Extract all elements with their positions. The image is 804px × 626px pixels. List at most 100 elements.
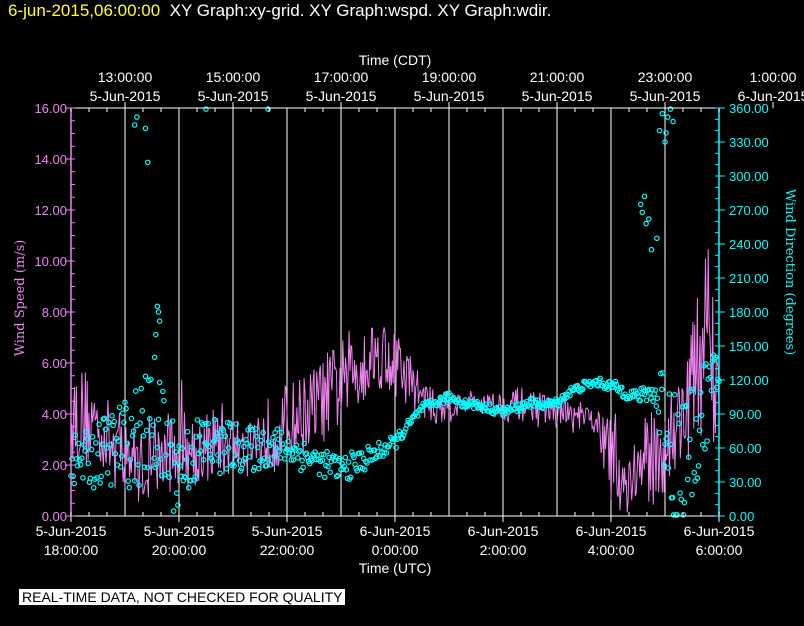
bottom-tick-date: 5-Jun-2015: [252, 523, 323, 539]
wind-direction-point: [80, 475, 86, 481]
wind-direction-point: [337, 455, 343, 462]
wind-direction-point: [83, 428, 89, 435]
wind-direction-point: [232, 452, 239, 458]
wind-direction-point: [144, 464, 151, 471]
wind-direction-point: [188, 477, 194, 484]
wind-direction-point: [181, 473, 188, 480]
right-tick-label: 150.00: [729, 339, 769, 354]
wind-direction-point: [140, 432, 147, 439]
header-timestamp: 6-jun-2015,06:00:00: [8, 1, 161, 20]
wind-direction-point: [256, 465, 262, 472]
wind-direction-point: [249, 426, 256, 433]
wind-direction-point: [246, 454, 253, 460]
wind-direction-point: [156, 379, 163, 386]
wind-direction-point: [699, 441, 706, 448]
right-tick-label: 270.00: [729, 203, 769, 218]
wind-direction-point: [127, 456, 134, 463]
wind-direction-point: [267, 461, 274, 468]
wind-direction-point: [125, 478, 132, 484]
wind-direction-point: [386, 442, 393, 448]
wind-direction-point: [239, 461, 246, 468]
wind-direction-point: [203, 420, 209, 427]
wind-direction-point: [544, 402, 551, 408]
wind-direction-point: [670, 118, 676, 125]
wind-direction-point: [200, 421, 206, 428]
wind-direction-point: [151, 455, 158, 462]
wind-direction-point: [401, 429, 408, 435]
wind-direction-point: [120, 410, 126, 416]
wind-direction-point: [364, 460, 370, 466]
wind-direction-point: [144, 159, 151, 166]
wind-direction-point: [183, 456, 190, 463]
wind-direction-point: [138, 385, 145, 392]
wind-direction-point: [243, 436, 249, 443]
wind-direction-point: [296, 449, 302, 455]
wind-direction-point: [248, 443, 255, 450]
wind-direction-point: [88, 446, 95, 453]
wind-direction-point: [681, 499, 688, 506]
wind-speed-series: [70, 249, 720, 513]
wind-direction-point: [367, 457, 374, 463]
wind-direction-point: [142, 373, 149, 380]
wind-direction-point: [630, 388, 637, 394]
wind-direction-point: [117, 464, 124, 470]
wind-direction-point: [160, 388, 166, 395]
wind-direction-point: [662, 139, 668, 145]
wind-direction-point: [297, 447, 303, 454]
bottom-tick-time: 0:00:00: [372, 542, 419, 558]
wind-direction-point: [153, 331, 159, 338]
wind-direction-point: [345, 459, 352, 465]
wind-direction-point: [637, 397, 644, 404]
top-tick-date: 5-Jun-2015: [630, 88, 701, 104]
wind-direction-point: [391, 435, 397, 442]
wind-direction-point: [260, 429, 267, 436]
wind-direction-point: [201, 456, 207, 463]
wind-direction-point: [231, 462, 237, 469]
wind-direction-point: [182, 474, 189, 481]
wind-direction-point: [77, 461, 84, 468]
wind-direction-point: [629, 393, 636, 399]
wind-direction-point: [233, 421, 240, 427]
wind-direction-point: [325, 463, 331, 470]
right-axis-title: Wind Direction (degrees): [782, 189, 797, 355]
wind-direction-point: [97, 480, 104, 486]
wind-direction-point: [154, 444, 161, 451]
wind-direction-point: [299, 457, 305, 464]
wind-direction-point: [136, 482, 142, 489]
wind-direction-point: [168, 441, 175, 448]
left-tick-label: 10.00: [34, 254, 67, 269]
wind-direction-point: [217, 470, 223, 477]
wind-direction-point: [131, 477, 138, 484]
wind-direction-point: [654, 395, 661, 402]
wind-direction-point: [143, 427, 150, 434]
wind-direction-point: [450, 394, 457, 401]
bottom-tick-time: 6:00:00: [696, 542, 743, 558]
wind-direction-point: [462, 397, 469, 403]
wind-direction-point: [119, 453, 125, 459]
wind-direction-point: [171, 459, 178, 466]
right-tick-label: 90.00: [729, 407, 762, 422]
wind-direction-point: [351, 454, 357, 461]
wind-direction-point: [664, 430, 671, 437]
wind-direction-point: [258, 437, 264, 444]
wind-direction-point: [236, 457, 243, 464]
wind-direction-series: [68, 106, 722, 518]
wind-direction-point: [101, 415, 108, 422]
wind-direction-point: [419, 407, 425, 414]
wind-direction-point: [288, 457, 295, 463]
wind-direction-point: [289, 451, 296, 457]
left-tick-label: 14.00: [34, 152, 67, 167]
wind-direction-point: [652, 387, 659, 393]
quality-disclaimer: REAL-TIME DATA, NOT CHECKED FOR QUALITY: [19, 589, 346, 605]
wind-direction-point: [316, 471, 323, 478]
wind-direction-point: [667, 441, 674, 448]
wind-direction-point: [697, 389, 704, 396]
wind-direction-point: [677, 490, 683, 496]
wind-direction-point: [84, 435, 91, 442]
wind-direction-point: [75, 440, 82, 447]
wind-direction-point: [702, 446, 708, 452]
wind-direction-point: [685, 454, 692, 461]
wind-direction-point: [265, 106, 271, 112]
bottom-tick-date: 6-Jun-2015: [360, 523, 431, 539]
wind-direction-point: [689, 491, 695, 498]
